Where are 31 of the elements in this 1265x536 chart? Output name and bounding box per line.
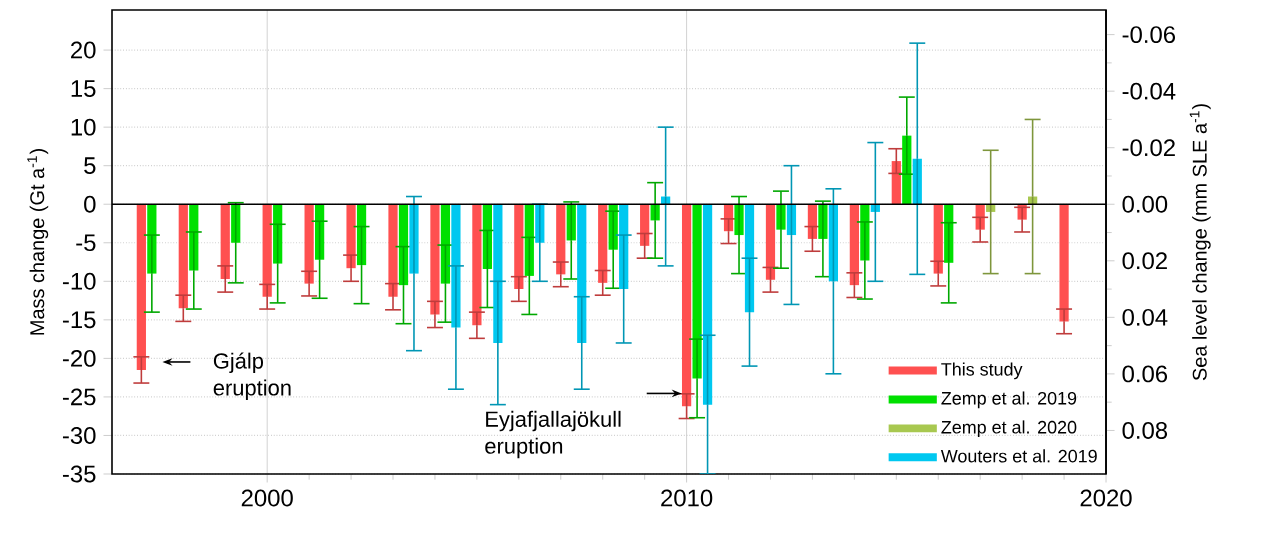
y-tick-label: -35 — [62, 465, 96, 483]
y-tick-label: -10 — [62, 272, 96, 290]
y2-tick-label: 0.08 — [1122, 422, 1168, 439]
y2-tick-label: 0.00 — [1122, 195, 1168, 213]
y2-tick-label: 0.02 — [1122, 252, 1167, 270]
y2-tick-label: 0.06 — [1122, 365, 1168, 383]
y-tick-label: 0 — [84, 195, 96, 213]
legend-label: Zemp et al. 2019 — [941, 391, 1077, 409]
y-tick-label: 20 — [71, 41, 96, 59]
annotation: Eyjafjallajökull eruption — [485, 410, 621, 459]
legend-label: Wouters et al. 2019 — [940, 449, 1097, 463]
y-tick-label: -30 — [62, 427, 96, 444]
y-tick-label: -5 — [76, 234, 96, 252]
y2-axis-title: Sea level change (mm SLE a$^{-1}$) — [1189, 104, 1211, 381]
y-tick-label: 5 — [84, 157, 96, 175]
y-tick-label: -20 — [62, 349, 96, 367]
y2-tick-label: -0.02 — [1122, 139, 1175, 157]
x-tick-label: 2020 — [1080, 489, 1132, 507]
x-tick-label: 2000 — [241, 489, 293, 507]
y2-tick-label: -0.04 — [1122, 82, 1176, 100]
y-axis-title: Mass change (Gt a$^{-1}$) — [27, 149, 49, 335]
legend-label: This study — [941, 362, 1023, 380]
x-tick-label: 2010 — [661, 489, 713, 507]
y2-tick-label: 0.04 — [1122, 308, 1168, 326]
y-tick-label: 10 — [71, 118, 96, 136]
y-tick-label: 15 — [71, 80, 96, 97]
y2-tick-label: -0.06 — [1122, 26, 1176, 44]
y-tick-label: -15 — [62, 311, 96, 329]
y-tick-label: -25 — [62, 388, 96, 406]
legend-label: Zemp et al. 2020 — [941, 420, 1077, 438]
annotation: Gjálp eruption — [213, 352, 291, 400]
